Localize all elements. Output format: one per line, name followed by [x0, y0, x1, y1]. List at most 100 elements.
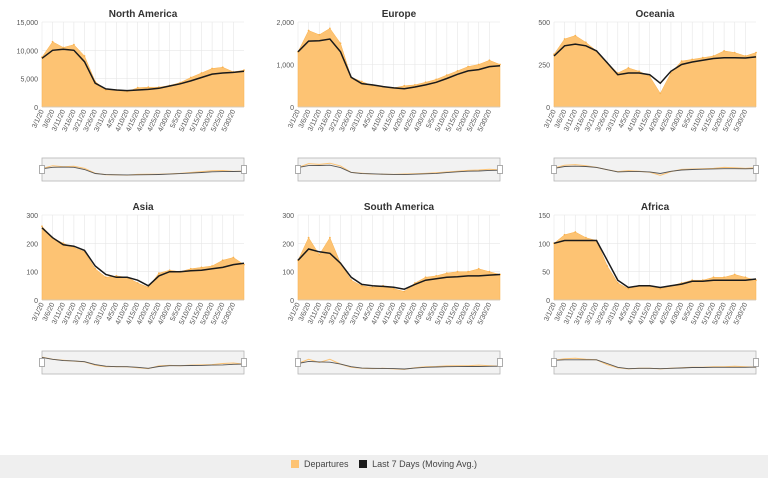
- navigator-avg-line: [297, 164, 501, 176]
- navigator-handle-right[interactable]: [241, 358, 247, 367]
- departures-point: [712, 276, 715, 279]
- navigator-handle-left[interactable]: [39, 165, 45, 174]
- departures-point: [467, 270, 469, 273]
- navigator-handle-left[interactable]: [551, 165, 557, 174]
- departures-point: [392, 287, 395, 290]
- chart-title: North America: [109, 9, 178, 20]
- departures-point: [329, 27, 331, 30]
- departures-point: [221, 66, 224, 69]
- departures-point: [627, 287, 630, 290]
- moving-avg-swatch: [359, 460, 368, 468]
- legend: Departures Last 7 Days (Moving Avg.): [0, 459, 768, 470]
- departures-point: [41, 225, 43, 228]
- departures-point: [189, 76, 192, 79]
- departures-point: [62, 46, 65, 49]
- y-tick-label: 300: [282, 213, 294, 220]
- departures-point: [606, 265, 609, 267]
- departures-point: [200, 72, 203, 74]
- navigator-handle-left[interactable]: [551, 358, 557, 367]
- navigator-frame: [41, 157, 245, 182]
- departures-point: [403, 290, 406, 293]
- navigator-frame: [553, 157, 757, 182]
- series-moving-avg-line: [297, 38, 501, 90]
- departures-point: [488, 59, 491, 62]
- departures-point: [329, 236, 331, 239]
- departures-point: [691, 58, 694, 61]
- departures-point: [200, 266, 203, 269]
- y-tick-label: 100: [26, 270, 38, 277]
- y-tick-label: 100: [282, 270, 294, 277]
- departures-point: [307, 29, 310, 32]
- departures-point: [563, 233, 566, 236]
- departures-point: [456, 270, 459, 273]
- departures-point: [744, 276, 747, 279]
- departures-point: [371, 286, 374, 289]
- departures-point: [307, 236, 310, 239]
- y-tick-label: 200: [282, 241, 294, 248]
- departures-point: [51, 40, 54, 43]
- departures-point: [712, 55, 715, 57]
- departures-point: [360, 80, 363, 83]
- y-tick-label: 15,000: [17, 20, 39, 27]
- y-tick-label: 0: [546, 298, 550, 305]
- departures-point: [477, 63, 480, 66]
- y-tick-label: 300: [26, 213, 38, 220]
- y-tick-label: 1,000: [276, 63, 294, 70]
- departures-point: [147, 86, 150, 89]
- series-moving-avg-line: [297, 248, 501, 290]
- chart-panel-africa: Africa 0 50 100 150 3/1/20 3/6/20 3/11/20 3/16/2…: [512, 193, 768, 383]
- navigator-handle-left[interactable]: [295, 165, 301, 174]
- departures-point: [104, 276, 107, 279]
- legend-item-departures[interactable]: Departures: [291, 459, 349, 469]
- navigator-departures-line: [553, 164, 757, 176]
- series-departures-area: [553, 35, 757, 108]
- navigator-handle-right[interactable]: [497, 358, 503, 367]
- navigator-handle-left[interactable]: [39, 358, 45, 367]
- departures-point: [499, 63, 501, 66]
- departures-point: [318, 253, 321, 256]
- chart-title: Africa: [641, 202, 670, 213]
- departures-point: [701, 56, 704, 59]
- departures-point: [232, 256, 235, 259]
- navigator-handle-right[interactable]: [241, 165, 247, 174]
- departures-point: [467, 65, 469, 68]
- chart-title: Europe: [382, 9, 417, 20]
- departures-point: [211, 265, 214, 267]
- navigator-avg-line: [41, 356, 245, 369]
- departures-point: [83, 55, 86, 57]
- y-tick-label: 0: [290, 105, 294, 112]
- chart-svg: Europe01,0002,0003/1/203/6/203/11/203/16…: [276, 9, 503, 182]
- legend-item-moving-avg[interactable]: Last 7 Days (Moving Avg.): [359, 459, 477, 469]
- series-moving-avg-line: [553, 43, 757, 85]
- departures-point: [585, 236, 587, 239]
- departures-point: [211, 67, 214, 70]
- chart-svg: Asia01002003003/1/203/6/203/11/203/16/20…: [26, 202, 247, 375]
- navigator-frame: [553, 350, 757, 375]
- y-tick-label: 150: [538, 213, 550, 220]
- departures-point: [723, 276, 725, 279]
- navigator-avg-line: [553, 359, 757, 370]
- chart-panel-south-america: South America 0 100 200 300 3/1/20 3/6/20 3/11/…: [256, 193, 512, 383]
- departures-point: [414, 84, 416, 86]
- departures-point: [638, 70, 640, 73]
- navigator-handle-left[interactable]: [295, 358, 301, 367]
- departures-point: [243, 263, 245, 266]
- departures-point: [424, 276, 427, 279]
- series-departures-area: [41, 225, 245, 301]
- departures-point: [94, 267, 97, 270]
- navigator-frame: [297, 157, 501, 182]
- y-tick-label: 0: [546, 105, 550, 112]
- navigator-handle-right[interactable]: [497, 165, 503, 174]
- departures-point: [755, 51, 757, 54]
- y-tick-label: 0: [34, 298, 38, 305]
- y-tick-label: 200: [26, 241, 38, 248]
- departures-point: [574, 34, 577, 37]
- navigator-handle-right[interactable]: [753, 358, 759, 367]
- y-tick-label: 0: [34, 105, 38, 112]
- navigator-handle-right[interactable]: [753, 165, 759, 174]
- series-departures-area: [297, 28, 501, 108]
- departures-point: [339, 42, 342, 45]
- legend-departures-label: Departures: [304, 459, 349, 469]
- departures-swatch: [291, 460, 300, 468]
- departures-point: [477, 267, 480, 270]
